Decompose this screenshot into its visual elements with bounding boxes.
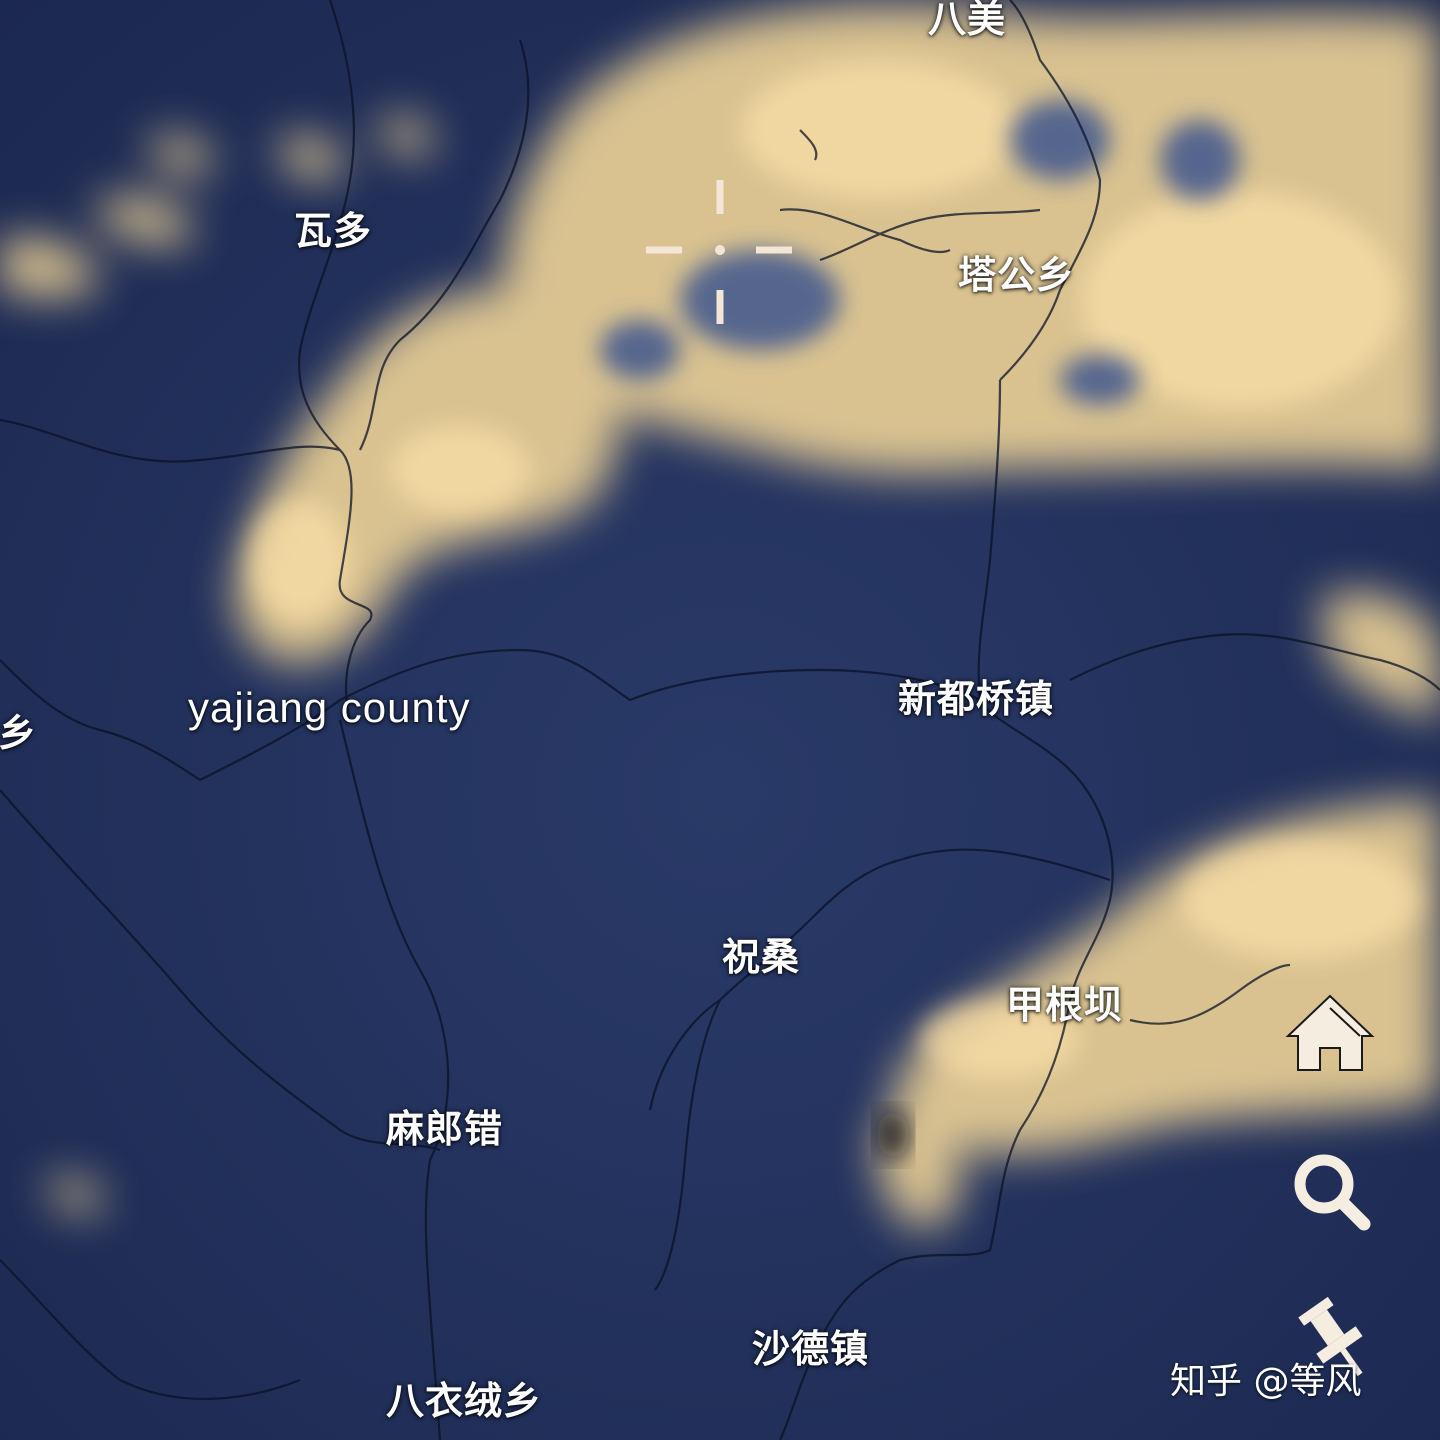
search-button[interactable] bbox=[1284, 1144, 1380, 1240]
home-icon bbox=[1285, 994, 1375, 1071]
crosshair-icon bbox=[646, 180, 792, 324]
place-label-waduo[interactable]: 瓦多 bbox=[294, 209, 373, 253]
place-label-xinduqiao[interactable]: 新都桥镇 bbox=[898, 677, 1055, 721]
search-icon bbox=[1294, 1154, 1371, 1231]
pin-button[interactable] bbox=[1288, 1292, 1384, 1388]
place-label-yajiang-county[interactable]: yajiang county bbox=[188, 684, 471, 731]
watermark-text: 知乎 @等风 bbox=[1170, 1361, 1362, 1402]
place-label-zhusang[interactable]: 祝桑 bbox=[722, 935, 801, 979]
place-label-bamei[interactable]: 八美 bbox=[928, 0, 1007, 41]
place-label-shadezhen[interactable]: 沙德镇 bbox=[752, 1327, 870, 1371]
place-label-tagongxiang[interactable]: 塔公乡 bbox=[958, 253, 1076, 297]
pushpin-icon bbox=[1298, 1296, 1363, 1377]
place-label-malangcuo[interactable]: 麻郎错 bbox=[386, 1107, 504, 1151]
place-label-xiang[interactable]: 乡 bbox=[0, 711, 38, 755]
home-button[interactable] bbox=[1282, 986, 1378, 1082]
place-label-jiagenba[interactable]: 甲根坝 bbox=[1006, 983, 1124, 1027]
place-label-bayirongxiang[interactable]: 八衣绒乡 bbox=[386, 1379, 543, 1423]
